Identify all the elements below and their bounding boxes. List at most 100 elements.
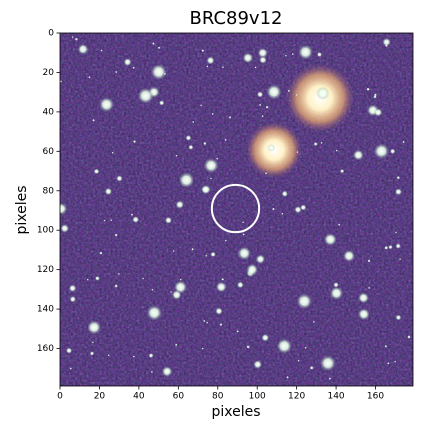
star <box>399 258 402 261</box>
star <box>178 172 195 188</box>
x-tick-label: 160 <box>367 392 384 402</box>
x-axis-label: pixeles <box>211 404 260 420</box>
star <box>358 292 369 304</box>
star <box>329 286 344 300</box>
x-tick-label: 100 <box>249 392 266 402</box>
star <box>179 278 182 281</box>
target-circle <box>210 183 261 234</box>
star <box>261 333 270 342</box>
star <box>123 58 132 66</box>
star <box>201 49 205 53</box>
star <box>201 184 211 195</box>
star <box>394 231 398 234</box>
star <box>175 200 184 209</box>
star <box>92 118 95 122</box>
star <box>395 188 402 196</box>
star <box>267 144 275 152</box>
star <box>382 37 391 47</box>
y-axis-label: pixeles <box>14 185 30 234</box>
star <box>387 362 390 365</box>
star <box>201 347 204 350</box>
star <box>237 246 251 260</box>
star <box>206 321 209 324</box>
star <box>132 355 135 358</box>
star <box>203 319 206 323</box>
star <box>174 280 187 294</box>
star <box>89 351 95 356</box>
star <box>175 154 178 157</box>
star <box>373 143 390 159</box>
star <box>170 290 173 293</box>
star <box>373 94 377 99</box>
star <box>353 149 364 161</box>
star <box>203 158 219 173</box>
star <box>304 346 307 349</box>
star <box>228 115 232 119</box>
star <box>114 233 118 237</box>
y-tick-label: 140 <box>37 305 54 315</box>
star <box>148 353 154 359</box>
image-noise <box>60 33 413 386</box>
star <box>137 87 154 104</box>
star <box>266 84 282 100</box>
star <box>88 76 91 79</box>
star <box>110 219 113 222</box>
star <box>215 281 227 293</box>
star <box>395 243 401 249</box>
y-tick-label: 20 <box>43 68 55 78</box>
x-tick-label: 120 <box>288 392 305 402</box>
star <box>150 64 167 80</box>
star <box>296 151 299 154</box>
star <box>68 284 77 293</box>
star <box>237 281 244 289</box>
star <box>284 54 287 57</box>
star <box>333 282 339 288</box>
star <box>99 97 114 112</box>
star <box>402 140 405 144</box>
star <box>60 224 69 233</box>
star <box>335 149 338 152</box>
star <box>384 44 388 47</box>
star <box>395 314 402 321</box>
star <box>206 65 209 68</box>
star <box>93 168 100 175</box>
star <box>163 72 167 76</box>
star <box>172 250 175 253</box>
chart-title: BRC89v12 <box>190 8 283 29</box>
star <box>161 366 173 377</box>
star <box>291 53 294 56</box>
y-tick-label: 0 <box>48 29 54 39</box>
star <box>276 338 292 354</box>
star <box>367 259 371 263</box>
star <box>185 135 192 141</box>
y-tick-label: 160 <box>37 344 54 354</box>
star <box>94 275 100 281</box>
star <box>116 175 123 182</box>
star <box>87 320 102 335</box>
star <box>224 138 227 142</box>
star <box>320 141 323 144</box>
star <box>257 91 264 98</box>
star <box>191 247 194 251</box>
star <box>83 48 86 51</box>
star <box>132 140 137 144</box>
star <box>294 206 302 214</box>
star <box>281 212 284 215</box>
star <box>86 278 89 281</box>
star <box>298 44 313 60</box>
star <box>254 66 257 69</box>
star <box>77 43 89 55</box>
star <box>103 219 106 222</box>
star <box>174 343 178 347</box>
star <box>368 286 371 290</box>
star <box>366 87 370 91</box>
star <box>115 70 118 74</box>
star <box>286 375 289 379</box>
star <box>259 56 267 64</box>
star <box>150 370 153 374</box>
y-tick-label: 100 <box>37 226 54 236</box>
star <box>157 46 161 50</box>
star <box>142 277 145 280</box>
y-tick-label: 120 <box>37 265 54 275</box>
star <box>242 221 245 224</box>
